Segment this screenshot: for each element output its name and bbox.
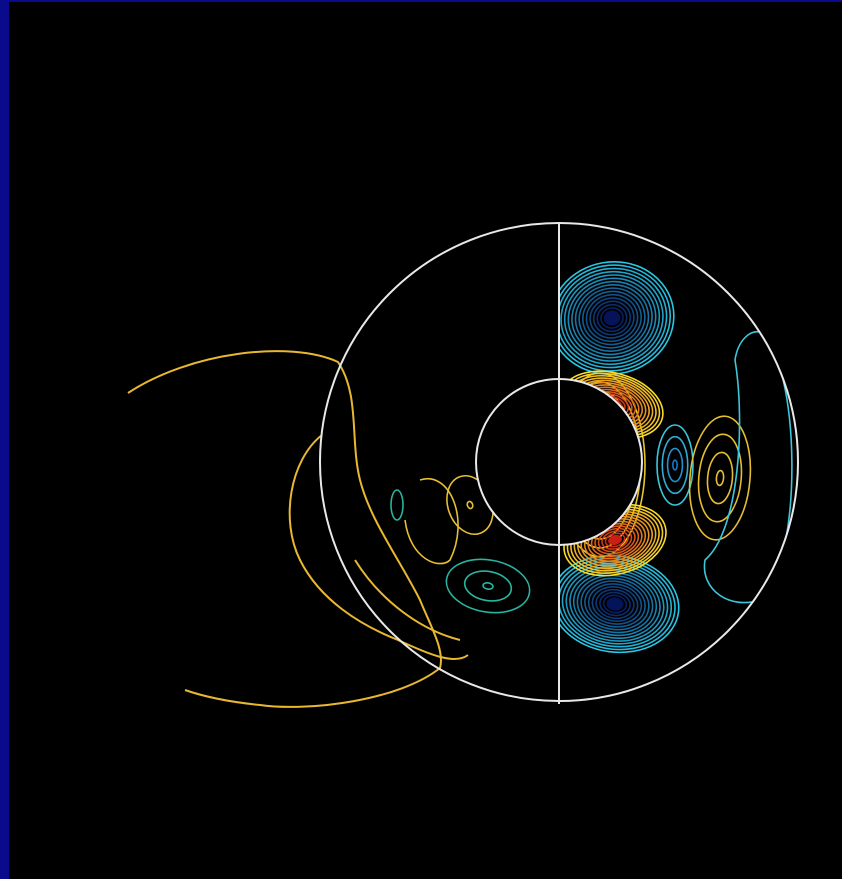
negative-lobe [559,267,668,369]
negative-lobe [580,577,650,631]
positive-lobe [688,415,752,541]
negative-lobe [463,570,513,602]
negative-lobe [666,447,684,483]
negative-lobe [576,574,654,634]
field-line [354,559,461,641]
positive-lobe [604,532,626,548]
outer-field-lines [127,350,469,708]
negative-lobe [600,307,624,329]
positive-lobe [608,534,622,546]
shell-outline [319,222,799,704]
negative-lobe [574,284,650,352]
negative-lobe [390,489,404,521]
positive-lobe [706,451,734,505]
negative-lobe [565,566,665,642]
negative-lobe [592,300,632,336]
left-border [0,0,9,879]
contours [390,261,793,654]
negative-lobe [482,582,494,590]
field-line [288,434,469,660]
negative-lobe [599,591,631,617]
negative-lobe [584,580,646,628]
negative-lobe [606,597,624,611]
negative-lobe [587,583,643,625]
right-half [559,261,793,654]
negative-lobe [571,280,653,356]
negative-lobe [661,435,689,495]
positive-lobe [404,477,459,565]
negative-lobe [672,459,678,471]
positive-lobe [466,500,474,510]
negative-lobe [591,586,639,622]
negative-lobe [656,424,694,506]
negative-lobe [589,297,635,339]
negative-lobe [445,558,531,614]
negative-lobe [582,290,642,346]
negative-lobe [578,287,646,349]
negative-lobe [703,331,793,604]
negative-lobe [603,310,621,326]
negative-lobe [559,261,675,375]
top-border [0,0,842,2]
negative-lobe [595,588,635,620]
negative-lobe [567,277,657,359]
negative-lobe [559,264,672,372]
positive-lobe [601,530,629,550]
positive-lobe [597,527,633,553]
positive-lobe [715,469,725,487]
positive-lobe [697,433,743,523]
negative-lobe [563,274,661,362]
negative-lobe [569,569,661,639]
negative-lobe [585,293,639,343]
negative-lobe [560,270,664,366]
negative-lobe [602,594,628,614]
negative-lobe [596,303,628,333]
field-line [127,350,442,708]
